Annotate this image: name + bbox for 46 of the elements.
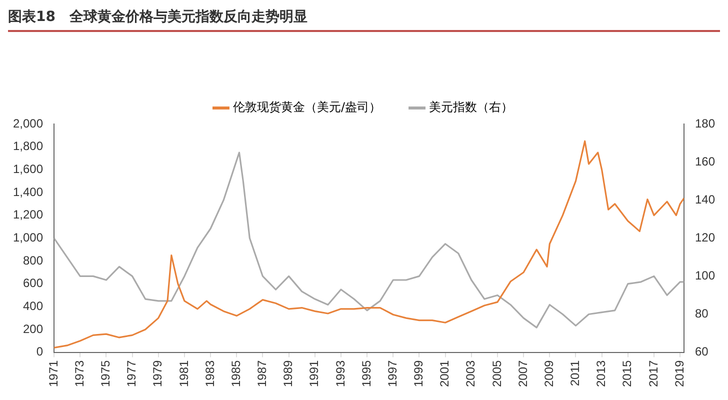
chart-title: 图表18 全球黄金价格与美元指数反向走势明显: [8, 8, 720, 32]
y2-tick-label: 60: [694, 344, 709, 359]
y-tick-label: 1,800: [13, 139, 44, 154]
x-tick-label: 1979: [150, 360, 165, 388]
y-tick-label: 1,000: [13, 230, 44, 244]
x-tick-label: 1975: [98, 360, 113, 388]
x-tick-label: 1995: [359, 360, 374, 388]
x-tick-label: 1985: [228, 360, 243, 388]
x-tick-label: 1987: [255, 360, 270, 388]
y2-tick-label: 140: [694, 192, 716, 206]
y-tick-label: 1,400: [13, 184, 44, 199]
y2-tick-label: 80: [694, 306, 709, 321]
legend-label: 伦敦现货黄金（美元/盎司）: [232, 100, 382, 114]
y2-tick-label: 100: [694, 268, 716, 283]
x-tick-label: 2007: [516, 360, 530, 388]
x-tick-label: 2013: [594, 360, 608, 388]
x-tick-label: 2003: [464, 360, 478, 388]
y-tick-label: 0: [36, 344, 44, 359]
x-tick-label: 2005: [490, 360, 504, 388]
x-tick-label: 1983: [202, 360, 217, 388]
x-tick-label: 2009: [542, 360, 556, 388]
x-tick-label: 1997: [385, 360, 400, 388]
y-tick-label: 400: [23, 298, 44, 313]
x-tick-label: 1989: [281, 360, 296, 388]
y2-tick-label: 180: [694, 116, 716, 130]
x-tick-label: 2015: [620, 360, 634, 388]
x-tick-label: 1999: [412, 360, 426, 388]
y-tick-label: 1,200: [13, 208, 44, 222]
x-tick-label: 2011: [568, 360, 582, 386]
y-tick-label: 200: [23, 322, 44, 336]
y-tick-label: 800: [23, 253, 44, 268]
legend-label: 美元指数（右）: [429, 100, 514, 114]
x-tick-label: 2017: [646, 360, 660, 388]
x-tick-label: 1977: [124, 360, 139, 388]
x-tick-label: 2019: [672, 360, 686, 388]
x-tick-label: 1991: [307, 360, 322, 388]
x-tick-label: 1993: [333, 360, 348, 388]
y2-tick-label: 120: [694, 230, 716, 244]
y-tick-label: 600: [23, 276, 44, 290]
x-tick-label: 1971: [46, 360, 60, 388]
x-tick-label: 1981: [176, 360, 191, 388]
y-tick-label: 1,600: [13, 162, 44, 176]
x-tick-label: 1973: [72, 360, 86, 388]
y-tick-label: 2,000: [13, 116, 44, 130]
x-tick-label: 2001: [438, 360, 452, 388]
y2-tick-label: 160: [694, 154, 716, 168]
